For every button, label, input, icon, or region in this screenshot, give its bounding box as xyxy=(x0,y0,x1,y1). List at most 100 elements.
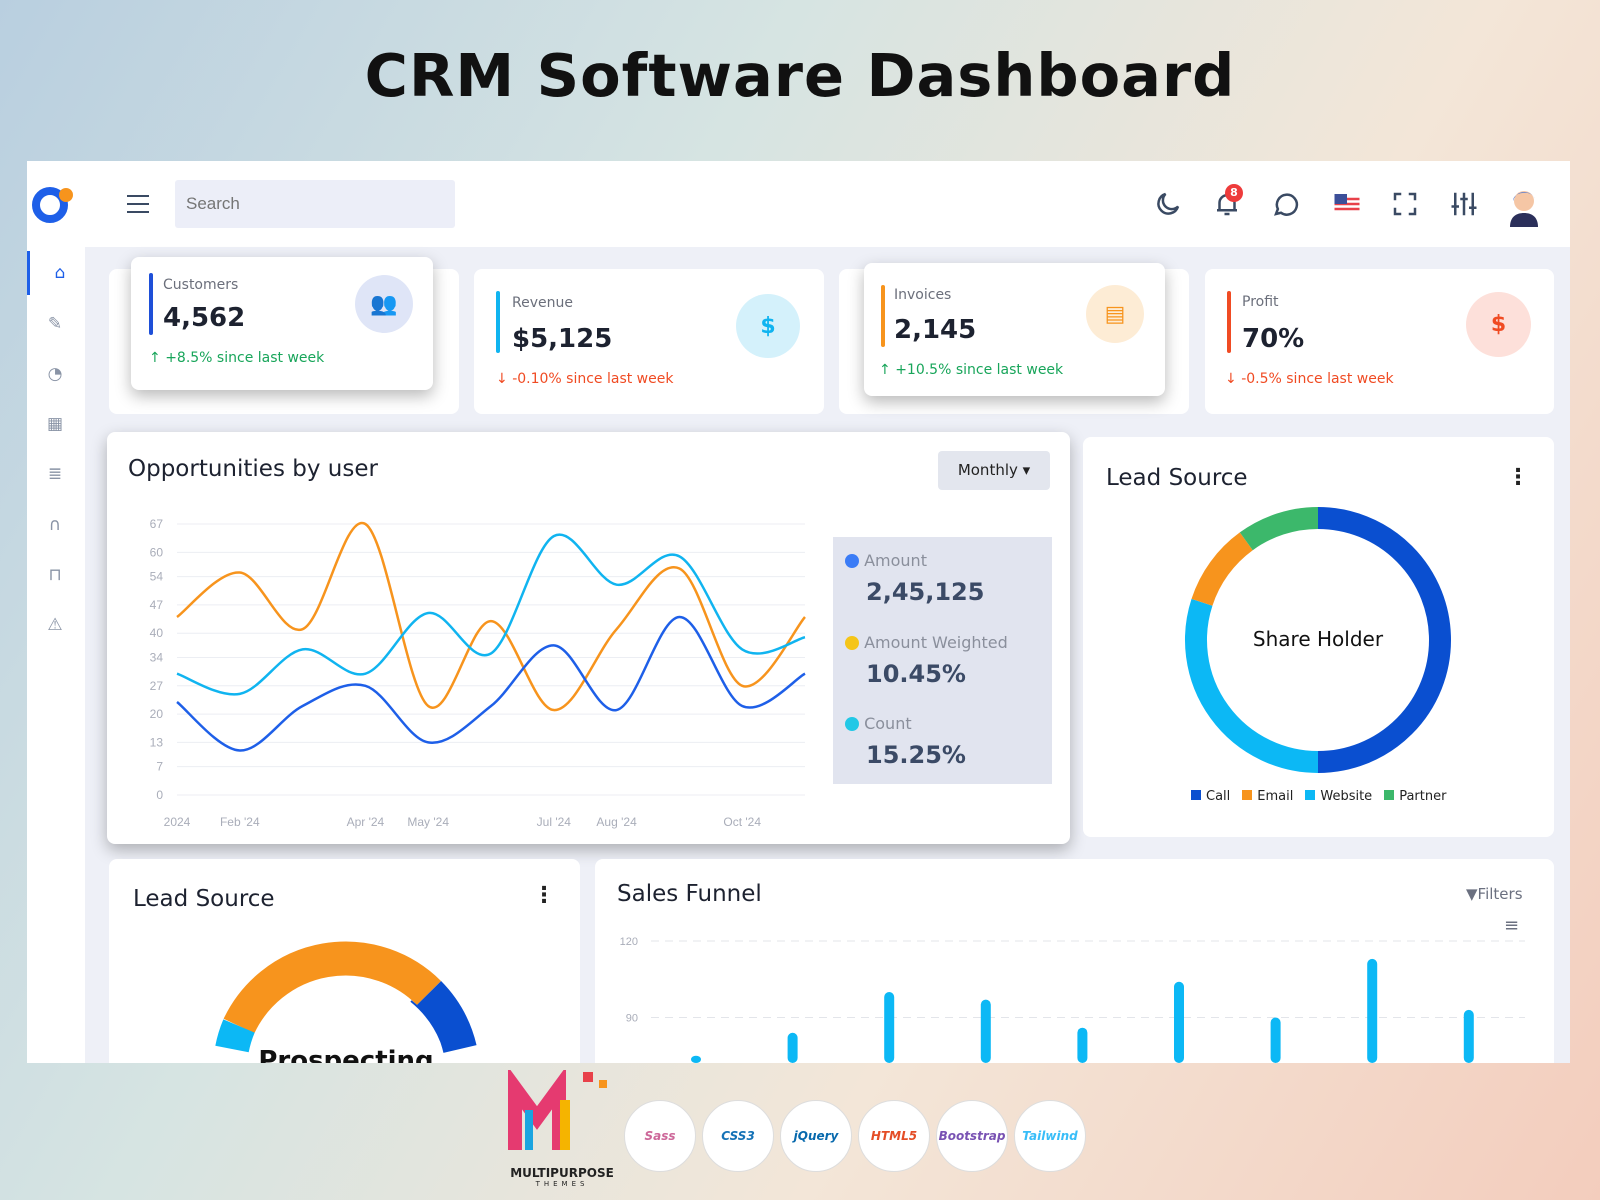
page-title: CRM Software Dashboard xyxy=(364,41,1236,110)
kpi-value: 4,562 xyxy=(163,303,246,333)
alert-icon[interactable]: ⚠ xyxy=(47,615,63,635)
legend-label: Partner xyxy=(1399,789,1447,804)
filters-label: Filters xyxy=(1477,885,1523,903)
menu-toggle-icon[interactable] xyxy=(127,195,149,213)
lead-source-card: Lead Source ⋮ Share Holder Call Email Webs… xyxy=(1083,437,1554,837)
kpi-card-revenue[interactable]: Revenue $5,125 ↓ -0.10% since last week … xyxy=(474,269,824,414)
sales-funnel-bar-chart: 90 120 xyxy=(620,936,1525,1063)
y-tick-label: 13 xyxy=(150,735,164,749)
kpi-card-profit[interactable]: Profit 70% ↓ -0.5% since last week $ xyxy=(1205,269,1554,414)
bar xyxy=(691,1055,701,1063)
legend-item[interactable]: Call xyxy=(1191,789,1230,804)
y-tick-label: 0 xyxy=(156,788,163,802)
donut-segment-email xyxy=(1191,532,1254,606)
tailwind-logo: Tailwind xyxy=(1014,1100,1086,1172)
x-tick-label: Feb '24 xyxy=(220,815,260,829)
filters-button[interactable]: ▼Filters xyxy=(1466,885,1523,903)
y-tick-label: 20 xyxy=(150,707,164,721)
sidebar: ⌂ ✎ ◔ ▦ ≣ ∩ ⊓ ⚠ xyxy=(27,247,85,1063)
legend-value: 10.45% xyxy=(866,660,966,688)
money-bag-icon: $ xyxy=(1466,292,1531,357)
legend-item[interactable]: Partner xyxy=(1384,789,1446,804)
headset-icon[interactable]: ∩ xyxy=(48,515,62,535)
legend-swatch xyxy=(1384,790,1395,800)
donut-segment-website xyxy=(1185,598,1319,773)
donut-center-label-clip: Prospecting xyxy=(201,1041,491,1063)
us-flag-icon[interactable] xyxy=(1332,189,1362,219)
y-tick-label: 34 xyxy=(150,650,164,664)
period-dropdown[interactable]: Monthly ▾ xyxy=(938,451,1050,490)
kpi-card-invoices[interactable]: Invoices 2,145 ↑ +10.5% since last week … xyxy=(864,263,1165,396)
legend-item[interactable]: Website xyxy=(1305,789,1372,804)
legend-label: Email xyxy=(1257,789,1294,804)
home-icon[interactable]: ⌂ xyxy=(54,263,66,283)
donut-segment xyxy=(416,981,477,1054)
legend-dot xyxy=(845,554,859,568)
notification-badge: 8 xyxy=(1225,184,1243,202)
donut-segment xyxy=(215,1019,255,1053)
y-tick-label: 120 xyxy=(620,936,638,948)
y-tick-label: 47 xyxy=(150,598,164,612)
more-options-icon[interactable]: ⋮ xyxy=(1507,465,1529,490)
y-tick-label: 60 xyxy=(150,545,164,559)
opportunities-line-chart: 0 7 13 20 27 34 40 47 54 60 67 2024 Feb '24 Apr '24 Ma… xyxy=(150,517,806,829)
legend-value: 2,45,125 xyxy=(866,578,985,606)
lock-icon[interactable]: ⊓ xyxy=(48,565,62,585)
more-options-icon[interactable]: ⋮ xyxy=(533,883,555,908)
jquery-logo: jQuery xyxy=(780,1100,852,1172)
x-tick-label: Aug '24 xyxy=(596,815,637,829)
tech-logos: Sass CSS3 jQuery HTML5 Bootstrap Tailwind xyxy=(624,1100,1086,1172)
legend-label: Amount xyxy=(864,551,927,570)
bar xyxy=(1367,958,1378,1063)
x-tick-label: Apr '24 xyxy=(347,815,385,829)
donut-segment-call xyxy=(1317,507,1451,773)
legend-label: Call xyxy=(1206,789,1231,804)
legend-value: 15.25% xyxy=(866,741,966,769)
line-series-0 xyxy=(176,521,806,712)
x-tick-label: Oct '24 xyxy=(723,815,761,829)
moon-icon[interactable] xyxy=(1153,189,1183,219)
y-tick-label: 7 xyxy=(156,760,163,774)
users-icon: 👥 xyxy=(355,275,413,333)
app-logo xyxy=(32,187,73,223)
kpi-trend: -0.10% since last week xyxy=(512,371,674,387)
opportunities-card: Opportunities by user Monthly ▾ 0 7 13 20 27… xyxy=(107,432,1070,844)
legend-swatch xyxy=(1242,790,1253,800)
edit-icon[interactable]: ✎ xyxy=(47,314,63,334)
grid-icon[interactable]: ▦ xyxy=(46,414,64,434)
card-title: Lead Source xyxy=(133,886,275,912)
database-icon[interactable]: ≣ xyxy=(47,464,63,484)
y-tick-label: 27 xyxy=(150,679,164,693)
bar xyxy=(1077,1027,1088,1063)
y-tick-label: 40 xyxy=(150,626,164,640)
fullscreen-icon[interactable] xyxy=(1390,189,1420,219)
avatar[interactable] xyxy=(1506,181,1542,227)
kpi-label: Profit xyxy=(1242,294,1279,310)
period-value: Monthly xyxy=(957,461,1018,479)
kpi-card-customers[interactable]: Customers 4,562 ↑ +8.5% since last week … xyxy=(131,257,433,390)
donut-center-label: Prospecting xyxy=(258,1046,434,1063)
donut-legend: Call Email Website Partner xyxy=(1191,789,1446,804)
kpi-value: $5,125 xyxy=(512,324,613,354)
donut-segment-partner xyxy=(1239,507,1319,551)
kpi-trend: +10.5% since last week xyxy=(895,362,1064,378)
money-hand-icon: $ xyxy=(736,294,800,358)
sliders-icon[interactable] xyxy=(1449,189,1479,219)
bar xyxy=(980,999,991,1063)
lead-source-card-2: Lead Source ⋮ Prospecting xyxy=(109,859,580,1063)
sales-funnel-card: Sales Funnel ▼Filters ≡ 90 120 xyxy=(595,859,1554,1063)
donut-segment xyxy=(223,941,441,1034)
bar xyxy=(884,992,895,1063)
search-input[interactable] xyxy=(175,180,455,228)
chart-menu-icon[interactable]: ≡ xyxy=(1504,915,1520,936)
legend-swatch xyxy=(1305,790,1316,800)
brand-name: MULTIPURPOSE xyxy=(510,1166,614,1180)
y-tick-label: 54 xyxy=(150,570,164,584)
kpi-trend: +8.5% since last week xyxy=(165,350,325,366)
chat-icon[interactable] xyxy=(1271,189,1301,219)
filter-icon: ▼ xyxy=(1466,885,1478,903)
legend-item[interactable]: Email xyxy=(1242,789,1293,804)
legend-swatch xyxy=(1191,790,1201,800)
topbar: 8 xyxy=(27,161,1570,247)
pie-chart-icon[interactable]: ◔ xyxy=(47,364,63,384)
